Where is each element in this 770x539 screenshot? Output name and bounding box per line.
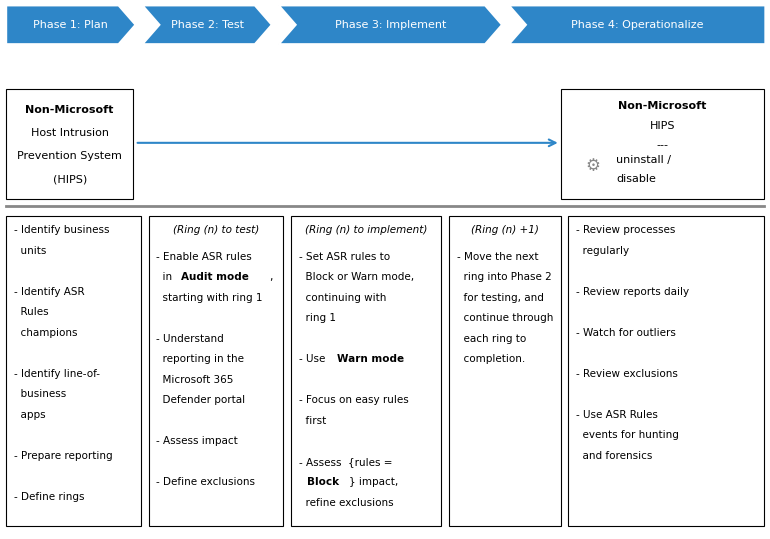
FancyBboxPatch shape [291,216,441,526]
Text: Rules: Rules [14,307,49,317]
Text: first: first [299,416,326,426]
Text: - Review exclusions: - Review exclusions [576,369,678,379]
Text: ring 1: ring 1 [299,313,336,323]
Text: continue through: continue through [457,313,553,323]
Text: - Identify line-of-: - Identify line-of- [14,369,100,379]
Text: } impact,: } impact, [349,477,398,487]
Polygon shape [6,5,136,44]
Text: each ring to: each ring to [457,334,526,344]
Text: for testing, and: for testing, and [457,293,544,303]
Text: - Use ASR Rules: - Use ASR Rules [576,410,658,420]
Text: - Enable ASR rules: - Enable ASR rules [156,252,252,262]
Text: HIPS: HIPS [649,121,675,132]
Text: - Prepare reporting: - Prepare reporting [14,451,112,461]
Text: (HIPS): (HIPS) [52,175,87,185]
Text: - Define exclusions: - Define exclusions [156,477,256,487]
Text: Phase 1: Plan: Phase 1: Plan [33,20,109,30]
Text: Non-Microsoft: Non-Microsoft [25,105,114,115]
Text: Audit mode: Audit mode [181,272,249,282]
Text: - Watch for outliers: - Watch for outliers [576,328,676,338]
Text: champions: champions [14,328,77,338]
Polygon shape [279,5,502,44]
Text: completion.: completion. [457,354,525,364]
Text: units: units [14,246,46,256]
Text: disable: disable [616,174,656,184]
Text: - Define rings: - Define rings [14,492,85,502]
Text: Host Intrusion: Host Intrusion [31,128,109,139]
Text: apps: apps [14,410,45,420]
FancyBboxPatch shape [449,216,561,526]
Text: (Ring (n) to test): (Ring (n) to test) [172,225,259,236]
FancyBboxPatch shape [6,89,133,199]
FancyBboxPatch shape [568,216,764,526]
FancyBboxPatch shape [149,216,283,526]
Text: Defender portal: Defender portal [156,395,246,405]
Text: Prevention System: Prevention System [17,151,122,162]
Text: - Review reports daily: - Review reports daily [576,287,689,297]
Text: in: in [156,272,176,282]
Text: (Ring (n) to implement): (Ring (n) to implement) [305,225,427,236]
Text: Microsoft 365: Microsoft 365 [156,375,233,385]
Text: - Assess  {rules =: - Assess {rules = [299,457,392,467]
Text: - Identify ASR: - Identify ASR [14,287,85,297]
Text: continuing with: continuing with [299,293,386,303]
Text: regularly: regularly [576,246,629,256]
Polygon shape [142,5,272,44]
Text: (Ring (n) +1): (Ring (n) +1) [470,225,539,236]
Text: Phase 2: Test: Phase 2: Test [171,20,243,30]
Text: Phase 4: Operationalize: Phase 4: Operationalize [571,20,704,30]
Text: ring into Phase 2: ring into Phase 2 [457,272,551,282]
Polygon shape [509,5,765,44]
Text: ---: --- [656,140,668,150]
Text: Block or Warn mode,: Block or Warn mode, [299,272,414,282]
Text: - Identify business: - Identify business [14,225,109,236]
FancyBboxPatch shape [561,89,764,199]
Text: ,: , [269,272,273,282]
Text: - Focus on easy rules: - Focus on easy rules [299,395,409,405]
Text: Warn mode: Warn mode [337,354,404,364]
Text: business: business [14,389,66,399]
Text: - Understand: - Understand [156,334,224,344]
Text: ⚙: ⚙ [585,157,601,175]
Text: Block: Block [307,477,340,487]
Text: events for hunting: events for hunting [576,430,679,440]
Text: and forensics: and forensics [576,451,652,461]
FancyBboxPatch shape [6,216,141,526]
Text: refine exclusions: refine exclusions [299,497,393,508]
Text: reporting in the: reporting in the [156,354,244,364]
Text: - Review processes: - Review processes [576,225,675,236]
Text: - Set ASR rules to: - Set ASR rules to [299,252,390,262]
Text: Phase 3: Implement: Phase 3: Implement [335,20,446,30]
Text: - Use: - Use [299,354,328,364]
Text: starting with ring 1: starting with ring 1 [156,293,263,303]
Text: uninstall /: uninstall / [616,155,671,165]
Text: Non-Microsoft: Non-Microsoft [618,101,706,111]
Text: - Assess impact: - Assess impact [156,436,238,446]
Text: - Move the next: - Move the next [457,252,538,262]
